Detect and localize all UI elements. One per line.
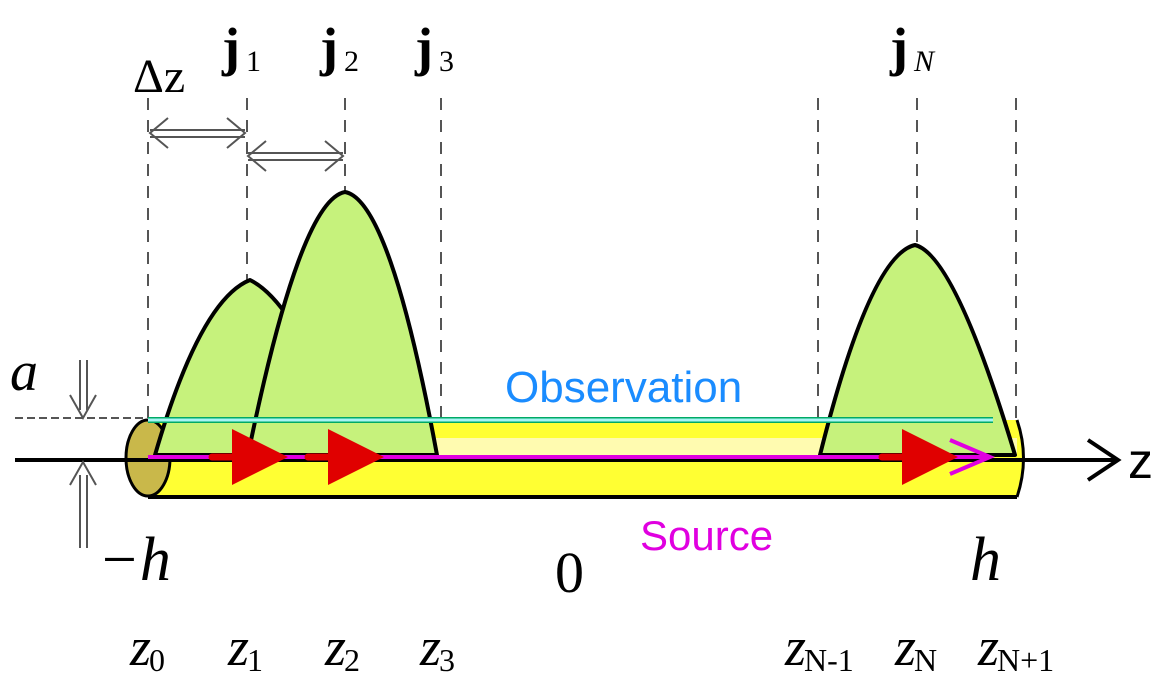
- node-label: z3: [419, 617, 455, 678]
- node-sub: 2: [344, 642, 360, 678]
- current-humps: [155, 192, 1015, 455]
- current-base: j: [319, 17, 338, 77]
- node-sub: N: [914, 642, 937, 678]
- z-axis-label: z: [1128, 433, 1153, 489]
- current-sub: 2: [344, 45, 359, 78]
- zero-label: 0: [555, 540, 584, 605]
- source-label: Source: [640, 512, 773, 559]
- node-label: z1: [227, 617, 263, 678]
- node-label: zN: [894, 617, 937, 678]
- current-base: j: [889, 17, 908, 77]
- node-base: z: [419, 617, 441, 677]
- h-label: h: [970, 526, 1001, 594]
- node-base: z: [784, 617, 806, 677]
- current-base: j: [221, 17, 240, 77]
- a-label: a: [10, 341, 38, 403]
- delta-z-label: Δz: [133, 50, 185, 103]
- node-label: z0: [129, 617, 165, 678]
- observation-label: Observation: [505, 363, 742, 412]
- current-sub: N: [913, 45, 936, 78]
- node-label: zN-1: [784, 617, 854, 678]
- diagram: Δz a Observation Source −h 0 h z j1j2j3j…: [0, 0, 1158, 682]
- node-sub: N+1: [997, 642, 1054, 678]
- node-base: z: [227, 617, 249, 677]
- node-sub: N-1: [804, 642, 854, 678]
- node-sub: 0: [149, 642, 165, 678]
- node-base: z: [324, 617, 346, 677]
- node-sub: 1: [247, 642, 263, 678]
- node-sub: 3: [439, 642, 455, 678]
- node-label: zN+1: [977, 617, 1054, 678]
- current-base: j: [414, 17, 433, 77]
- minus-h-label: −h: [98, 526, 171, 594]
- node-label: z2: [324, 617, 360, 678]
- current-sub: 3: [439, 45, 454, 78]
- node-base: z: [977, 617, 999, 677]
- node-base: z: [894, 617, 916, 677]
- node-base: z: [129, 617, 151, 677]
- current-sub: 1: [246, 45, 261, 78]
